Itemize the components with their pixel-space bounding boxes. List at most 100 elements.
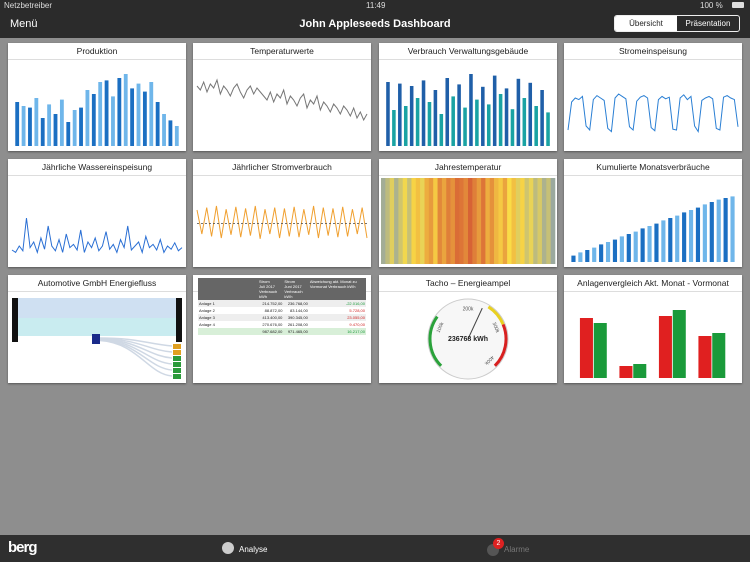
bar	[168, 120, 173, 146]
segment[interactable]: Übersicht	[615, 16, 677, 31]
segmented-control: Übersicht Präsentation	[614, 15, 740, 32]
bar	[534, 106, 538, 146]
bar	[486, 104, 491, 146]
bar	[593, 323, 607, 378]
cell: Anlage 4	[199, 322, 215, 327]
tile: Jährlicher Stromverbrauch	[193, 159, 371, 267]
bar	[522, 98, 527, 146]
cell: 261.208,00	[287, 322, 308, 327]
bar	[626, 234, 631, 262]
tile-title: Produktion	[8, 43, 186, 60]
tab-label[interactable]: Alarme	[504, 545, 530, 554]
node	[173, 350, 181, 355]
segment[interactable]: Präsentation	[685, 19, 731, 28]
bar	[409, 86, 414, 146]
heat-cell	[424, 178, 430, 264]
line	[196, 205, 368, 239]
heat-cell	[481, 178, 486, 264]
bar	[540, 90, 544, 146]
line	[196, 78, 368, 122]
tile: Jährliche Wassereinspeisung	[8, 159, 186, 267]
tile: Anlagenvergleich Strom (Wirkenergie) 2 Str…	[193, 275, 371, 383]
bar	[528, 82, 533, 146]
bar	[85, 90, 90, 146]
tile: Stromeinspeisung	[564, 43, 742, 151]
bar	[130, 88, 135, 146]
bar	[162, 114, 166, 146]
tile-title: Verbrauch Verwaltungsgebäude	[379, 43, 557, 60]
bar	[66, 122, 71, 146]
bar	[599, 244, 604, 262]
bar	[469, 74, 473, 146]
cell: 88.872,00	[264, 308, 283, 313]
node	[173, 344, 181, 349]
heat-cell	[450, 178, 456, 264]
cell: 270.676,00	[262, 322, 283, 327]
bar	[47, 104, 52, 146]
bar	[619, 236, 624, 262]
bar	[104, 80, 109, 146]
cell: 971.465,00	[287, 329, 308, 334]
tile-title: Automotive GmbH Energiefluss	[8, 275, 186, 292]
bar	[682, 212, 687, 262]
bar	[21, 106, 26, 146]
bar	[40, 118, 45, 146]
bar	[451, 96, 455, 146]
bar	[123, 74, 128, 146]
status-bar: Netzbetreiber 11:49 100 %	[0, 0, 750, 12]
tab-label[interactable]: Analyse	[239, 545, 268, 554]
bar	[174, 126, 179, 146]
tile-chart	[11, 217, 183, 255]
heat-cell	[511, 178, 517, 264]
cell: 987.682,00	[262, 329, 283, 334]
heat-cell	[498, 178, 504, 264]
bar	[136, 83, 141, 146]
bar	[421, 80, 426, 146]
bar	[672, 310, 686, 378]
flow	[99, 338, 173, 365]
bar	[723, 198, 728, 262]
header-cell: Strom Juli 2017 Verbrauch kWh	[258, 278, 283, 300]
bar	[633, 364, 647, 378]
gauge-needle	[467, 307, 483, 340]
heat-cell	[446, 178, 451, 264]
heat-cell	[468, 178, 473, 264]
node	[173, 374, 181, 379]
tile: Verbrauch Verwaltungsgebäude	[379, 43, 557, 151]
tile: Jahrestemperatur	[379, 159, 557, 267]
bar	[712, 333, 726, 378]
bar	[149, 82, 154, 146]
tile-chart	[196, 205, 368, 239]
heat-cell	[546, 178, 551, 264]
heat-cell	[433, 178, 438, 264]
tile-chart	[15, 74, 179, 146]
tile: Automotive GmbH Energiefluss	[8, 275, 186, 383]
heat-cell	[394, 178, 399, 264]
header-cell: Strom Juni 2017 Verbrauch kWh	[283, 278, 308, 300]
heat-cell	[407, 178, 412, 264]
line	[11, 217, 183, 255]
bar	[633, 231, 638, 262]
tile-title: Jährliche Wassereinspeisung	[8, 159, 186, 176]
menu-button[interactable]: Menü	[10, 18, 38, 30]
bar	[668, 218, 673, 262]
node	[12, 298, 18, 342]
table-row: Anlage 1 214.752,00 236.768,00 -22.016,00	[198, 300, 366, 307]
cell: 5.728,00	[349, 308, 365, 313]
bar	[695, 207, 701, 262]
cell: 16.217,00	[347, 329, 365, 334]
bar	[155, 102, 160, 146]
node	[173, 368, 181, 373]
tile-chart	[579, 310, 726, 378]
heat-cell	[463, 178, 469, 264]
battery: 100 %	[700, 1, 723, 10]
cell: 83.144,00	[290, 308, 308, 313]
bar	[439, 114, 444, 146]
bar	[72, 110, 77, 146]
bar	[688, 210, 694, 262]
heat-cell	[437, 178, 443, 264]
tile-chart	[567, 93, 739, 134]
carrier: Netzbetreiber	[4, 1, 53, 10]
bar	[498, 94, 503, 146]
